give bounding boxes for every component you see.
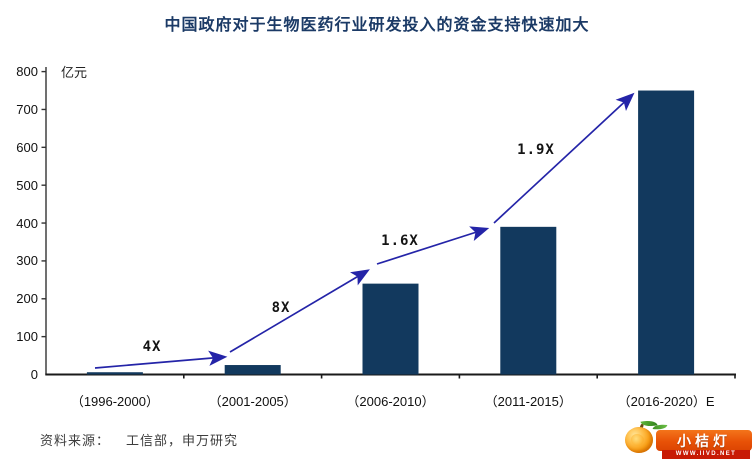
x-axis-category-label: （2016-2020）E bbox=[617, 394, 715, 409]
source-text: 工信部，申万研究 bbox=[126, 433, 239, 448]
bar-1 bbox=[86, 372, 143, 375]
xiaojudeng-logo: 小桔灯 WWW.IIVD.NET bbox=[617, 418, 753, 462]
bar-5 bbox=[638, 90, 695, 375]
y-axis-unit-label: 亿元 bbox=[61, 65, 88, 80]
bar-4 bbox=[500, 226, 557, 375]
x-axis-category-label: （2011-2015） bbox=[484, 394, 572, 409]
growth-multiplier-label: 1.6X bbox=[381, 233, 419, 249]
x-axis-category-label: （1996-2000） bbox=[70, 394, 159, 409]
growth-multiplier-label: 1.9X bbox=[517, 142, 555, 158]
chart-title: 中国政府对于生物医药行业研发投入的资金支持快速加大 bbox=[164, 17, 590, 34]
y-axis-tick-label: 300 bbox=[16, 253, 38, 269]
growth-multiplier-label: 8X bbox=[271, 300, 291, 316]
growth-arrow-1.6X bbox=[376, 226, 490, 265]
y-axis-tick-label: 600 bbox=[16, 139, 38, 155]
tangerine-highlight bbox=[631, 434, 644, 446]
bar-2 bbox=[224, 365, 281, 375]
x-axis-category-label: （2006-2010） bbox=[346, 394, 435, 409]
y-axis-tick-label: 700 bbox=[16, 101, 38, 117]
source-note: 资料来源： 工信部，申万研究 bbox=[40, 430, 238, 449]
y-axis-tick-label: 100 bbox=[16, 329, 38, 345]
logo-wordmark-text: 小桔灯 bbox=[677, 432, 731, 449]
source-label: 资料来源： bbox=[40, 433, 111, 448]
growth-arrow-1.9X bbox=[493, 92, 635, 224]
y-axis-tick-label: 0 bbox=[30, 367, 38, 382]
growth-arrow-8X bbox=[229, 269, 370, 353]
y-axis-tick-label: 800 bbox=[16, 64, 38, 80]
logo-url-text: WWW.IIVD.NET bbox=[662, 450, 750, 459]
bar-3 bbox=[362, 283, 419, 375]
y-axis-tick-label: 500 bbox=[16, 177, 38, 193]
logo-wordmark-pill: 小桔灯 bbox=[655, 429, 753, 452]
y-axis-tick-label: 200 bbox=[16, 291, 38, 307]
x-axis-category-label: （2001-2005） bbox=[208, 394, 297, 409]
growth-arrow-4X bbox=[94, 350, 228, 369]
y-axis-tick-label: 400 bbox=[16, 215, 38, 231]
growth-multiplier-label: 4X bbox=[142, 339, 162, 355]
